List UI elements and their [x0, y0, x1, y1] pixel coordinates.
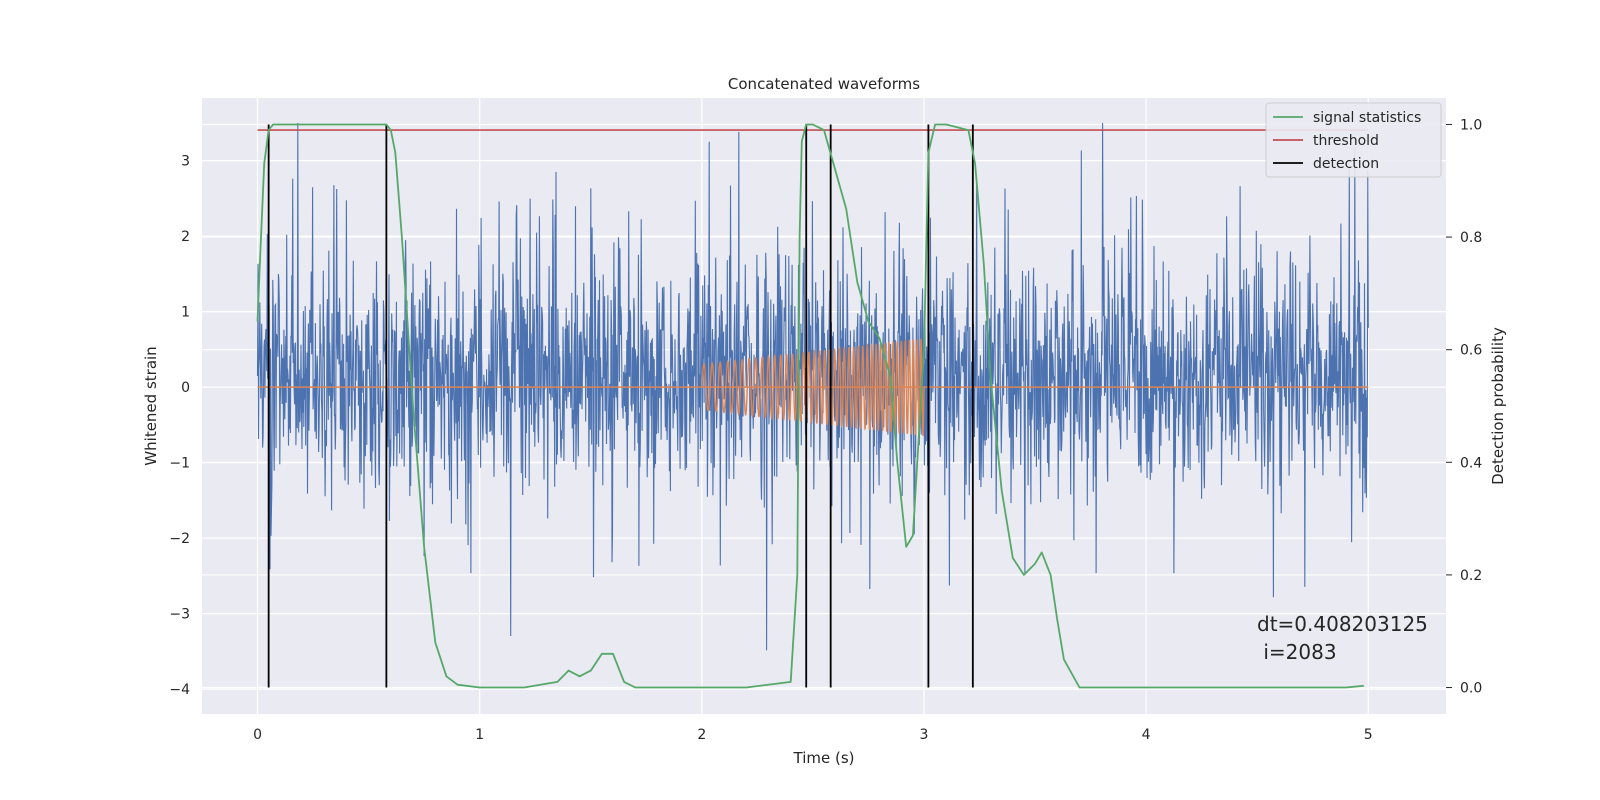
- y-tick-label: −4: [169, 682, 190, 698]
- y2-tick-label: 0.4: [1460, 455, 1482, 471]
- detection-series: [267, 124, 974, 688]
- annotation-dt: dt=0.408203125: [1257, 612, 1428, 636]
- legend-box: [1265, 102, 1442, 178]
- y-tick-label: 2: [181, 229, 190, 245]
- y-axis-label: Whitened strain: [142, 346, 160, 465]
- y2-tick-label: 0.8: [1460, 230, 1482, 246]
- chart-title: Concatenated waveforms: [728, 75, 920, 93]
- x-tick-label: 1: [475, 727, 484, 743]
- y-tick-label: −1: [169, 456, 190, 472]
- x-tick-label: 0: [253, 727, 262, 743]
- legend-label-threshold: threshold: [1313, 133, 1379, 149]
- injection-chirp: [701, 338, 925, 437]
- y2-axis-label: Detection probability: [1489, 327, 1507, 485]
- y-tick-label: 0: [181, 380, 190, 396]
- x-tick-label: 2: [697, 727, 706, 743]
- y-tick-label: −3: [169, 607, 190, 623]
- y2-tick-label: 1.0: [1460, 117, 1482, 133]
- y2-tick-label: 0.6: [1460, 343, 1482, 359]
- y2-tick-label: 0.0: [1460, 681, 1482, 697]
- legend: signal statistics threshold detection: [1265, 102, 1442, 178]
- y2-tick-label: 0.2: [1460, 568, 1482, 584]
- x-tick-label: 4: [1142, 727, 1151, 743]
- annotation-i: i=2083: [1257, 640, 1337, 664]
- tick-labels: 0 1 2 3 4 5 −4 −3 −2 −1 0 1 2 3 0.0 0.2 0.4 0.6 0.8 1.0: [169, 117, 1482, 743]
- x-axis-label: Time (s): [793, 749, 855, 767]
- signal-statistics-line: [256, 123, 1364, 689]
- legend-label-detection: detection: [1313, 156, 1379, 172]
- injection-series: [257, 338, 1369, 437]
- signal-statistics-series: [256, 123, 1364, 689]
- y-tick-label: 3: [181, 154, 190, 170]
- y-tick-label: −2: [169, 531, 190, 547]
- x-tick-label: 3: [920, 727, 929, 743]
- y-tick-label: 1: [181, 305, 190, 321]
- legend-label-signal-statistics: signal statistics: [1313, 110, 1421, 126]
- x-tick-label: 5: [1364, 727, 1373, 743]
